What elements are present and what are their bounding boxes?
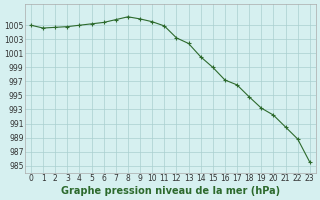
X-axis label: Graphe pression niveau de la mer (hPa): Graphe pression niveau de la mer (hPa)	[61, 186, 280, 196]
